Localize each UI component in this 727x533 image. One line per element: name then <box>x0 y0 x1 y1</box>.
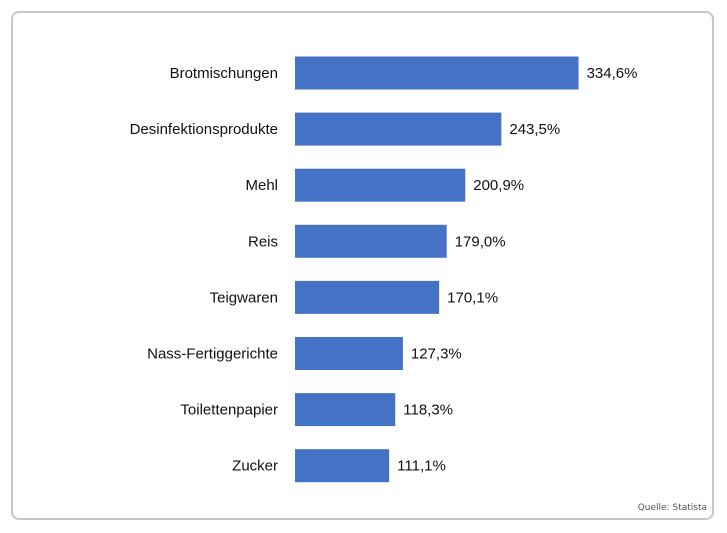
value-label: 118,3% <box>403 402 453 419</box>
bar <box>295 449 390 483</box>
value-label: 334,6% <box>587 65 638 82</box>
category-label: Desinfektionsprodukte <box>130 121 278 138</box>
chart-frame <box>11 11 714 520</box>
category-label: Zucker <box>232 458 278 475</box>
category-label: Brotmischungen <box>170 65 278 82</box>
value-label: 179,0% <box>455 233 506 250</box>
value-label: 170,1% <box>447 289 498 306</box>
category-label: Reis <box>248 233 278 250</box>
bar <box>295 224 447 258</box>
bar <box>295 280 440 314</box>
value-label: 127,3% <box>411 346 462 363</box>
bar <box>295 168 466 202</box>
source-note: Quelle: Statista <box>637 503 707 513</box>
bar <box>295 112 502 146</box>
bar <box>295 393 396 427</box>
value-label: 200,9% <box>473 177 524 194</box>
value-label: 111,1% <box>397 458 446 475</box>
bar <box>295 337 403 370</box>
category-label: Toilettenpapier <box>180 402 278 419</box>
value-label: 243,5% <box>509 121 560 138</box>
category-label: Teigwaren <box>210 289 278 306</box>
bar <box>295 56 579 90</box>
category-label: Nass-Fertiggerichte <box>147 346 278 363</box>
category-label: Mehl <box>245 177 278 194</box>
